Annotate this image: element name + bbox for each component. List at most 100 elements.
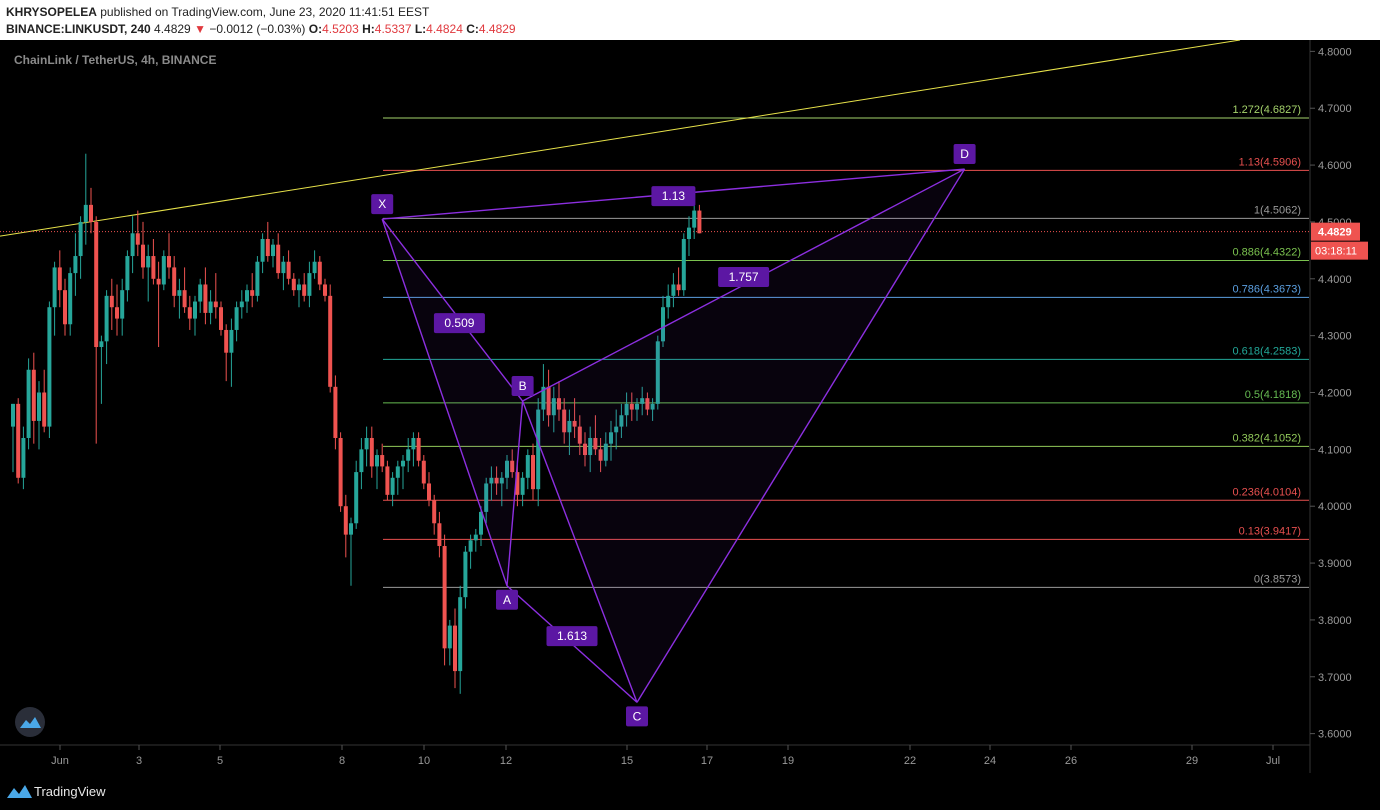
point-label: X [378, 197, 386, 211]
candle-body [692, 210, 697, 228]
open-label: O: [308, 22, 323, 36]
time-tick-label: 26 [1065, 755, 1077, 767]
candle-body [239, 301, 244, 308]
candle-body [193, 301, 197, 319]
candle-body [312, 261, 317, 274]
candle-body [141, 244, 145, 268]
pattern-leg-cd [636, 168, 966, 703]
fib-level-label: 0.236(4.0104) [1233, 486, 1302, 498]
trendline [0, 40, 1241, 237]
time-tick-label: 22 [904, 755, 916, 767]
candle-body [635, 403, 639, 410]
candle-body [609, 432, 613, 444]
candle-body [328, 295, 333, 387]
candle-body [489, 477, 494, 484]
footer-brand[interactable]: TradingView [34, 784, 106, 799]
candle-body [406, 449, 411, 461]
candle-body [645, 398, 650, 410]
candle-body [286, 261, 291, 279]
fib-level-label: 1(4.5062) [1254, 204, 1301, 216]
candle-body [94, 221, 99, 348]
candle-body [588, 437, 593, 456]
point-label: B [519, 379, 527, 393]
symbol-name: BINANCE:LINKUSDT, 240 [6, 22, 151, 36]
ratio-badge [546, 626, 598, 647]
candle-body [697, 210, 702, 234]
candle-body [198, 284, 203, 302]
harmonic-pattern: X A B C D 0.509 1.613 1.757 1.13 [371, 144, 976, 727]
candle-body [463, 551, 468, 598]
pattern-leg-bc [521, 400, 638, 703]
tradingview-watermark-icon [15, 707, 45, 737]
fib-level-label: 0.5(4.1818) [1245, 389, 1301, 401]
ratio-badge [651, 186, 696, 207]
pattern-leg-ab [506, 400, 524, 586]
fib-level-label: 0.886(4.4322) [1233, 246, 1302, 258]
time-tick-label: 15 [621, 755, 633, 767]
high-value: 4.5337 [374, 22, 412, 36]
candle-body [640, 398, 645, 404]
candle-body [47, 307, 52, 427]
price-tick-label: 3.9000 [1318, 558, 1352, 570]
last-price-badge [1311, 222, 1360, 241]
candle-body [203, 284, 208, 313]
candle-body [421, 460, 426, 484]
candle-body [411, 437, 416, 450]
footer-bar: TradingView [0, 773, 1380, 810]
candle-body [432, 500, 437, 524]
candle-body [551, 398, 556, 416]
author-name[interactable]: KHRYSOPELEA [6, 5, 97, 19]
candle-body [583, 443, 587, 456]
candle-body [245, 290, 249, 302]
candle-body [125, 256, 130, 291]
candle-body [536, 409, 541, 490]
time-tick-label: Jun [51, 755, 69, 767]
price-tick-label: 4.3000 [1318, 331, 1352, 343]
candle-body [427, 483, 431, 501]
ratio-badge [718, 267, 770, 288]
candle-body [629, 403, 634, 410]
time-tick-label: Jul [1266, 755, 1280, 767]
candle-body [619, 415, 624, 427]
time-tick-label: 12 [500, 755, 512, 767]
candle-body [650, 403, 655, 410]
candle-body [520, 477, 525, 495]
candle-body [83, 204, 88, 222]
chart-header: KHRYSOPELEA published on TradingView.com… [0, 0, 1380, 40]
candle-body [479, 511, 483, 535]
candle-body [577, 426, 582, 444]
candle-body [338, 437, 343, 507]
price-tick-label: 4.7000 [1318, 103, 1352, 115]
candle-body [676, 284, 681, 291]
candle-body [187, 307, 192, 319]
candle-body [437, 523, 442, 547]
candle-body [224, 329, 229, 353]
candle-body [395, 466, 400, 478]
candle-body [557, 398, 561, 410]
candle-body [515, 472, 520, 495]
candle-body [510, 460, 515, 473]
candle-body [666, 295, 671, 308]
point-badge [371, 194, 394, 215]
candle-body [271, 244, 275, 257]
price-chart[interactable]: 1.272(4.6827) 1.13(4.5906) 1(4.5062) 0.886(… [0, 40, 1380, 773]
time-tick-label: 24 [984, 755, 996, 767]
publish-line: KHRYSOPELEA published on TradingView.com… [6, 5, 429, 19]
candle-body [130, 233, 135, 257]
candle-body [177, 290, 182, 296]
time-tick-label: 10 [418, 755, 430, 767]
price-tick-label: 4.6000 [1318, 160, 1352, 172]
change-arrow-icon: ▼ [194, 22, 206, 36]
change-value: −0.0012 (−0.03%) [209, 22, 306, 36]
countdown-label: 03:18:11 [1315, 246, 1357, 258]
candle-body [68, 273, 73, 325]
tradingview-logo-icon[interactable] [5, 782, 33, 802]
candle-body [442, 546, 447, 649]
time-tick-label: 8 [339, 755, 345, 767]
fib-level-label: 0.13(3.9417) [1239, 525, 1301, 537]
candle-body [219, 307, 223, 330]
candle-body [598, 449, 603, 461]
candle-body [297, 284, 301, 291]
ratio-label: 1.13 [662, 189, 686, 203]
candle-body [167, 256, 171, 268]
